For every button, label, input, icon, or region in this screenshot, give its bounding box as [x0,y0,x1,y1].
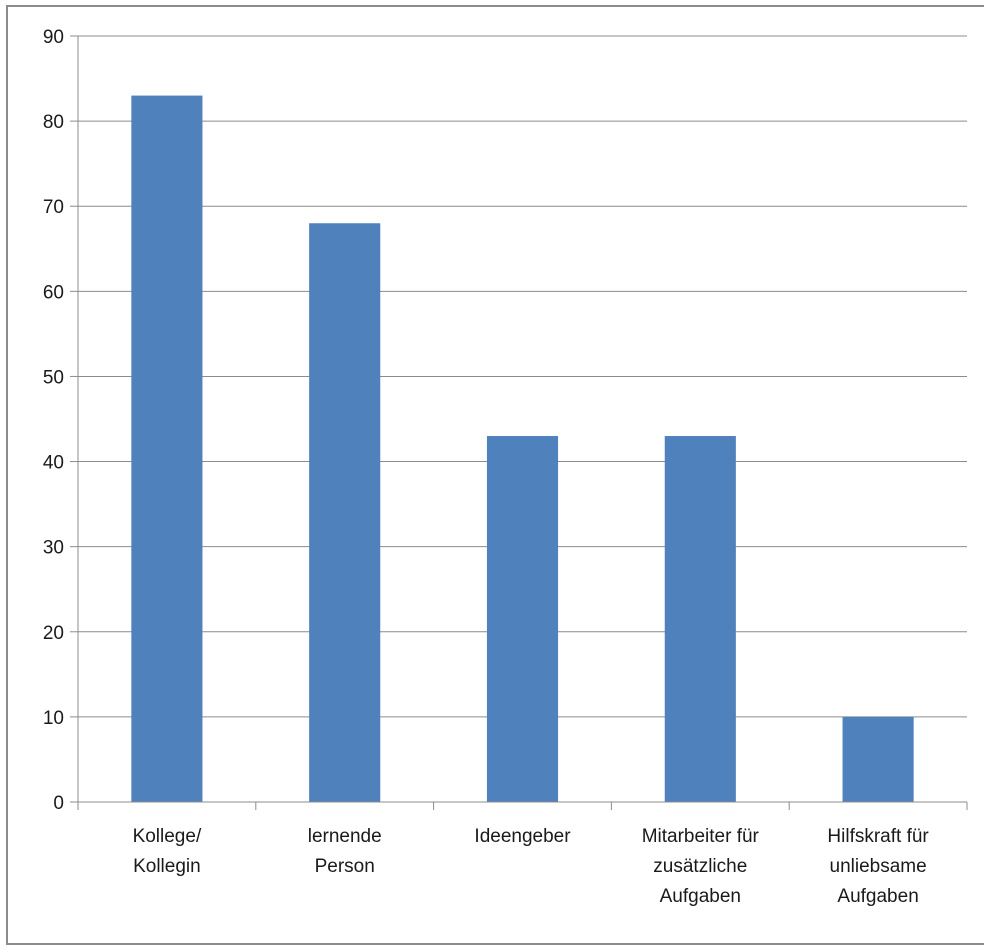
y-tick-label: 0 [53,793,64,814]
bar-1 [131,95,203,803]
bar-4 [664,436,736,802]
x-tick-label: Ideengeber [474,826,571,847]
y-tick-label: 50 [43,367,64,388]
y-tick-label: 40 [43,453,64,474]
bar-3 [486,436,559,802]
x-tick-labels: Kollege/Kollegin lernende Person Ideengeber… [133,826,930,907]
x-tick-label: Hilfskraft für unliebsame Aufgaben [827,826,929,907]
y-tick-labels: 0 10 20 30 40 50 60 70 80 90 [43,27,64,814]
y-tick-label: 60 [43,282,64,303]
y-tick-label: 70 [43,197,64,218]
x-tick-label: lernende Person [308,826,382,877]
y-tick-label: 10 [43,708,64,729]
bars [131,95,914,803]
y-tick-label: 90 [43,27,64,48]
bar-5 [842,716,914,802]
bar-2 [309,223,381,802]
y-tick-label: 80 [43,112,64,133]
axes [70,35,968,810]
x-tick-label: Mitarbeiter für zusätzliche Aufgaben [642,826,760,907]
x-tick-label: Kollege/Kollegin [133,826,202,877]
y-tick-label: 20 [43,623,64,644]
y-tick-label: 30 [43,538,64,559]
